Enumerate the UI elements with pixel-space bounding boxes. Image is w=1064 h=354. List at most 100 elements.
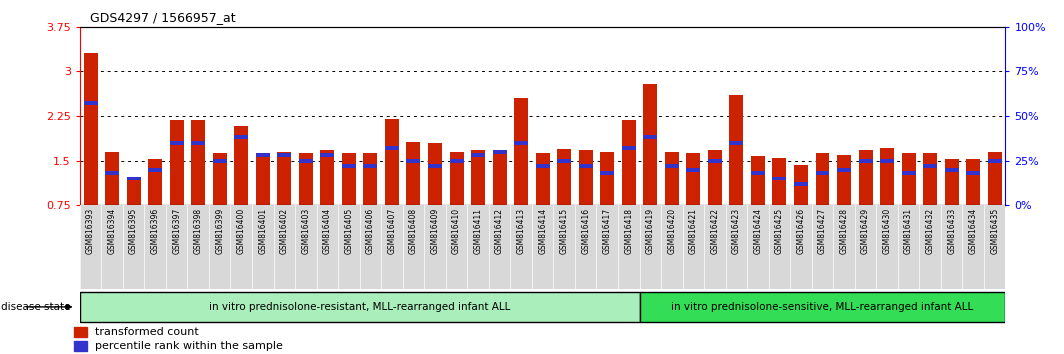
Bar (471, 150, 485, 205)
Bar (794, 165, 808, 205)
Text: GSM816393: GSM816393 (86, 208, 95, 254)
Bar (105, 152, 119, 205)
Bar (945, 168, 959, 171)
Bar (213, 159, 227, 162)
Bar (320, 153, 334, 157)
Bar (428, 143, 442, 205)
Bar (406, 142, 420, 205)
Bar (751, 156, 765, 205)
Bar (880, 159, 894, 162)
Bar (987, 159, 1001, 162)
Bar (859, 150, 872, 205)
Text: GSM816435: GSM816435 (991, 208, 999, 254)
Text: GSM816412: GSM816412 (495, 208, 504, 254)
Bar (837, 155, 851, 205)
Bar (84, 102, 98, 105)
Text: GSM816421: GSM816421 (688, 208, 698, 254)
Bar (621, 120, 636, 205)
Text: GSM816432: GSM816432 (926, 208, 934, 254)
Bar (278, 152, 292, 205)
Text: GSM816403: GSM816403 (301, 208, 311, 254)
Bar (966, 159, 980, 205)
Text: GSM816397: GSM816397 (172, 208, 181, 254)
Bar (901, 154, 916, 205)
Text: GSM816401: GSM816401 (259, 208, 267, 254)
Text: GSM816430: GSM816430 (882, 208, 892, 254)
Bar (192, 120, 205, 205)
Bar (299, 159, 313, 162)
Text: GSM816409: GSM816409 (431, 208, 439, 254)
Bar (579, 164, 593, 168)
Bar (169, 120, 184, 205)
Text: GSM816396: GSM816396 (151, 208, 160, 254)
Bar (621, 146, 636, 150)
Bar (364, 154, 378, 205)
Bar (558, 149, 571, 205)
Bar (815, 171, 830, 175)
Bar (234, 126, 248, 205)
Bar (148, 168, 162, 171)
Text: GSM816417: GSM816417 (602, 208, 612, 254)
Text: percentile rank within the sample: percentile rank within the sample (96, 341, 283, 351)
Text: GSM816427: GSM816427 (818, 208, 827, 254)
Text: GSM816424: GSM816424 (753, 208, 763, 254)
Bar (815, 154, 830, 205)
Text: GSM816395: GSM816395 (129, 208, 138, 254)
Text: GSM816414: GSM816414 (538, 208, 547, 254)
Text: GSM816423: GSM816423 (732, 208, 741, 254)
Bar (987, 152, 1001, 205)
Bar (255, 154, 270, 205)
Bar (234, 136, 248, 139)
Text: GSM816420: GSM816420 (667, 208, 677, 254)
Bar (449, 159, 464, 162)
Bar (213, 154, 227, 205)
Text: transformed count: transformed count (96, 327, 199, 337)
Text: GSM816408: GSM816408 (409, 208, 418, 254)
Bar (406, 159, 420, 162)
Text: GSM816410: GSM816410 (452, 208, 461, 254)
Bar (320, 150, 334, 205)
Text: GSM816416: GSM816416 (581, 208, 591, 254)
Text: GSM816431: GSM816431 (904, 208, 913, 254)
Text: GSM816411: GSM816411 (473, 208, 483, 254)
Bar (385, 119, 399, 205)
Bar (74, 327, 87, 337)
Bar (255, 153, 270, 157)
Bar (471, 153, 485, 157)
Text: disease state: disease state (1, 302, 70, 312)
Bar (751, 171, 765, 175)
Text: GSM816398: GSM816398 (194, 208, 203, 254)
Text: GSM816407: GSM816407 (387, 208, 397, 254)
Bar (772, 177, 786, 181)
Bar (449, 152, 464, 205)
Text: GSM816428: GSM816428 (839, 208, 848, 254)
Bar (644, 136, 658, 139)
Bar (74, 341, 87, 351)
Text: GSM816429: GSM816429 (861, 208, 870, 254)
Text: GSM816434: GSM816434 (968, 208, 978, 254)
Bar (192, 141, 205, 145)
Bar (837, 168, 851, 171)
Text: GSM816418: GSM816418 (625, 208, 633, 254)
Bar (127, 177, 140, 181)
Text: GSM816394: GSM816394 (107, 208, 117, 254)
Bar (558, 159, 571, 162)
Bar (730, 141, 744, 145)
Text: GSM816406: GSM816406 (366, 208, 375, 254)
Text: GSM816405: GSM816405 (345, 208, 353, 254)
Bar (665, 152, 679, 205)
Bar (600, 152, 614, 205)
Text: in vitro prednisolone-sensitive, MLL-rearranged infant ALL: in vitro prednisolone-sensitive, MLL-rea… (671, 302, 974, 312)
Bar (428, 164, 442, 168)
Text: GSM816402: GSM816402 (280, 208, 288, 254)
Bar (535, 154, 550, 205)
Bar (514, 98, 528, 205)
Bar (493, 150, 506, 205)
Bar (299, 154, 313, 205)
Text: GSM816426: GSM816426 (797, 208, 805, 254)
Bar (127, 180, 140, 205)
Bar (364, 164, 378, 168)
Bar (880, 148, 894, 205)
Text: GSM816419: GSM816419 (646, 208, 654, 254)
Bar (794, 182, 808, 186)
